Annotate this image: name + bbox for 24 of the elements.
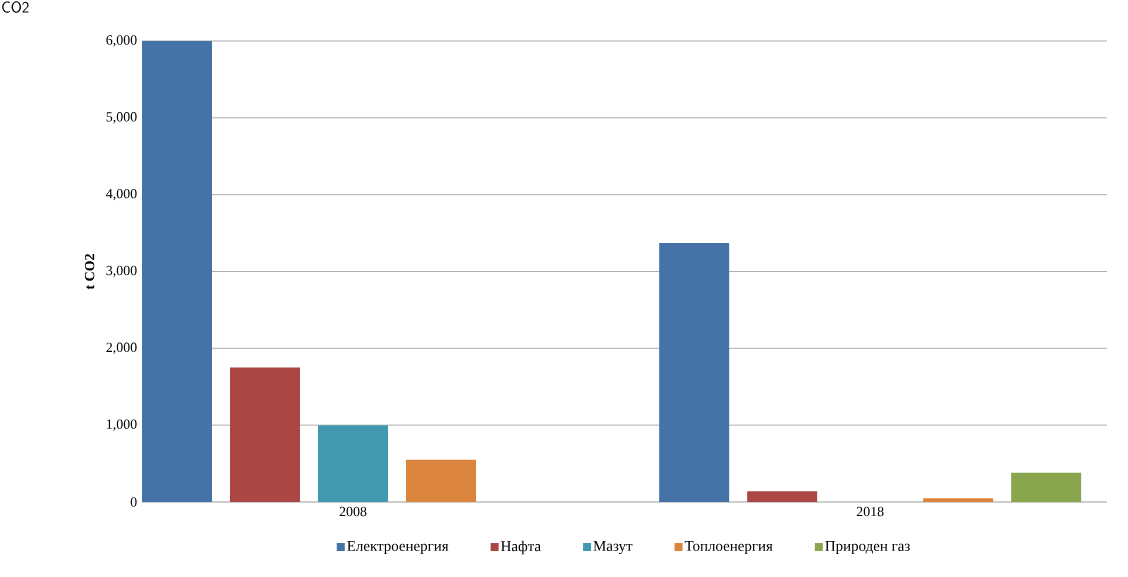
legend-label: Топлоенергия (684, 541, 773, 555)
bar (230, 367, 301, 502)
bar (318, 425, 389, 502)
bar (923, 498, 994, 502)
y-tick-label: 3,000 (106, 265, 137, 278)
y-tick-label: 0 (130, 497, 137, 507)
legend-label: Нафта (501, 540, 541, 555)
y-tick-label: 6,000 (106, 35, 137, 47)
bar (406, 459, 477, 502)
y-tick-label: 4,000 (106, 188, 137, 201)
y-tick-label: 2,000 (106, 342, 137, 355)
y-tick-label: 5,000 (106, 112, 137, 124)
text: CO2 (2, 1, 29, 13)
bar (747, 491, 818, 502)
y-axis-title: t CO2 (84, 254, 95, 290)
x-tick-label: 2008 (339, 506, 367, 517)
bar (659, 243, 730, 502)
legend-label: Мазут (593, 541, 633, 555)
bar (142, 40, 213, 502)
legend-label: Електроенергия (347, 541, 449, 555)
legend-label: Природен газ (825, 541, 910, 555)
bar (1011, 472, 1082, 502)
y-tick-label: 1,000 (107, 419, 137, 431)
x-tick-label: 2018 (856, 506, 884, 517)
